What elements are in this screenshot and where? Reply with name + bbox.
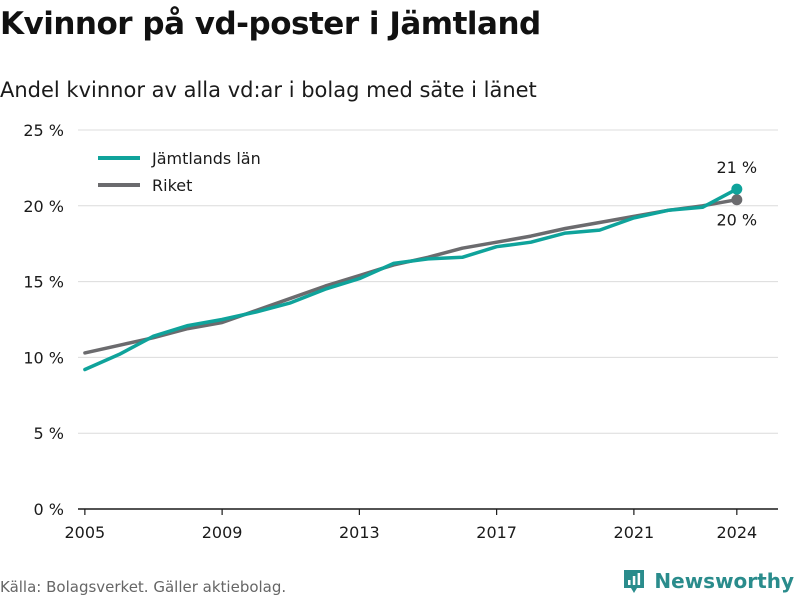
- y-tick-label: 20 %: [23, 197, 64, 216]
- legend-label-jamtland: Jämtlands län: [151, 149, 261, 168]
- x-tick-label: 2005: [65, 523, 106, 542]
- chart-subtitle: Andel kvinnor av alla vd:ar i bolag med …: [0, 78, 537, 102]
- legend-label-riket: Riket: [152, 176, 192, 195]
- grid-layer: [78, 129, 778, 434]
- y-tick-label: 0 %: [34, 500, 64, 519]
- y-tick-label: 5 %: [34, 424, 64, 443]
- end-label-jamtland: 21 %: [716, 158, 757, 177]
- newsworthy-logo-icon: [624, 570, 645, 593]
- brand-logo: Newsworthy: [622, 568, 794, 594]
- series-line-riket: [83, 197, 739, 355]
- x-tick-label: 2024: [716, 523, 757, 542]
- series-line-jamtland: [83, 187, 739, 372]
- x-tick-label: 2009: [202, 523, 243, 542]
- series-layer: [83, 183, 743, 372]
- source-note: Källa: Bolagsverket. Gäller aktiebolag.: [0, 578, 287, 596]
- end-marker-riket: [731, 194, 743, 206]
- y-tick-label: 15 %: [23, 273, 64, 292]
- y-tick-label: 25 %: [23, 121, 64, 140]
- end-label-riket: 20 %: [716, 211, 757, 230]
- x-tick-label: 2017: [476, 523, 517, 542]
- x-tick-label: 2013: [339, 523, 380, 542]
- legend-layer: Jämtlands län Riket: [98, 149, 261, 195]
- x-tick-label: 2021: [614, 523, 655, 542]
- y-tick-label: 10 %: [23, 348, 64, 367]
- axis-layer: 0 % 5 % 10 % 15 % 20 % 25 % 2005 2009 2013 2017 20…: [23, 121, 778, 542]
- end-label-layer: 21 % 20 %: [716, 158, 757, 230]
- brand-name: Newsworthy: [654, 569, 794, 593]
- end-marker-jamtland: [731, 183, 743, 195]
- chart-title: Kvinnor på vd-poster i Jämtland: [0, 6, 541, 42]
